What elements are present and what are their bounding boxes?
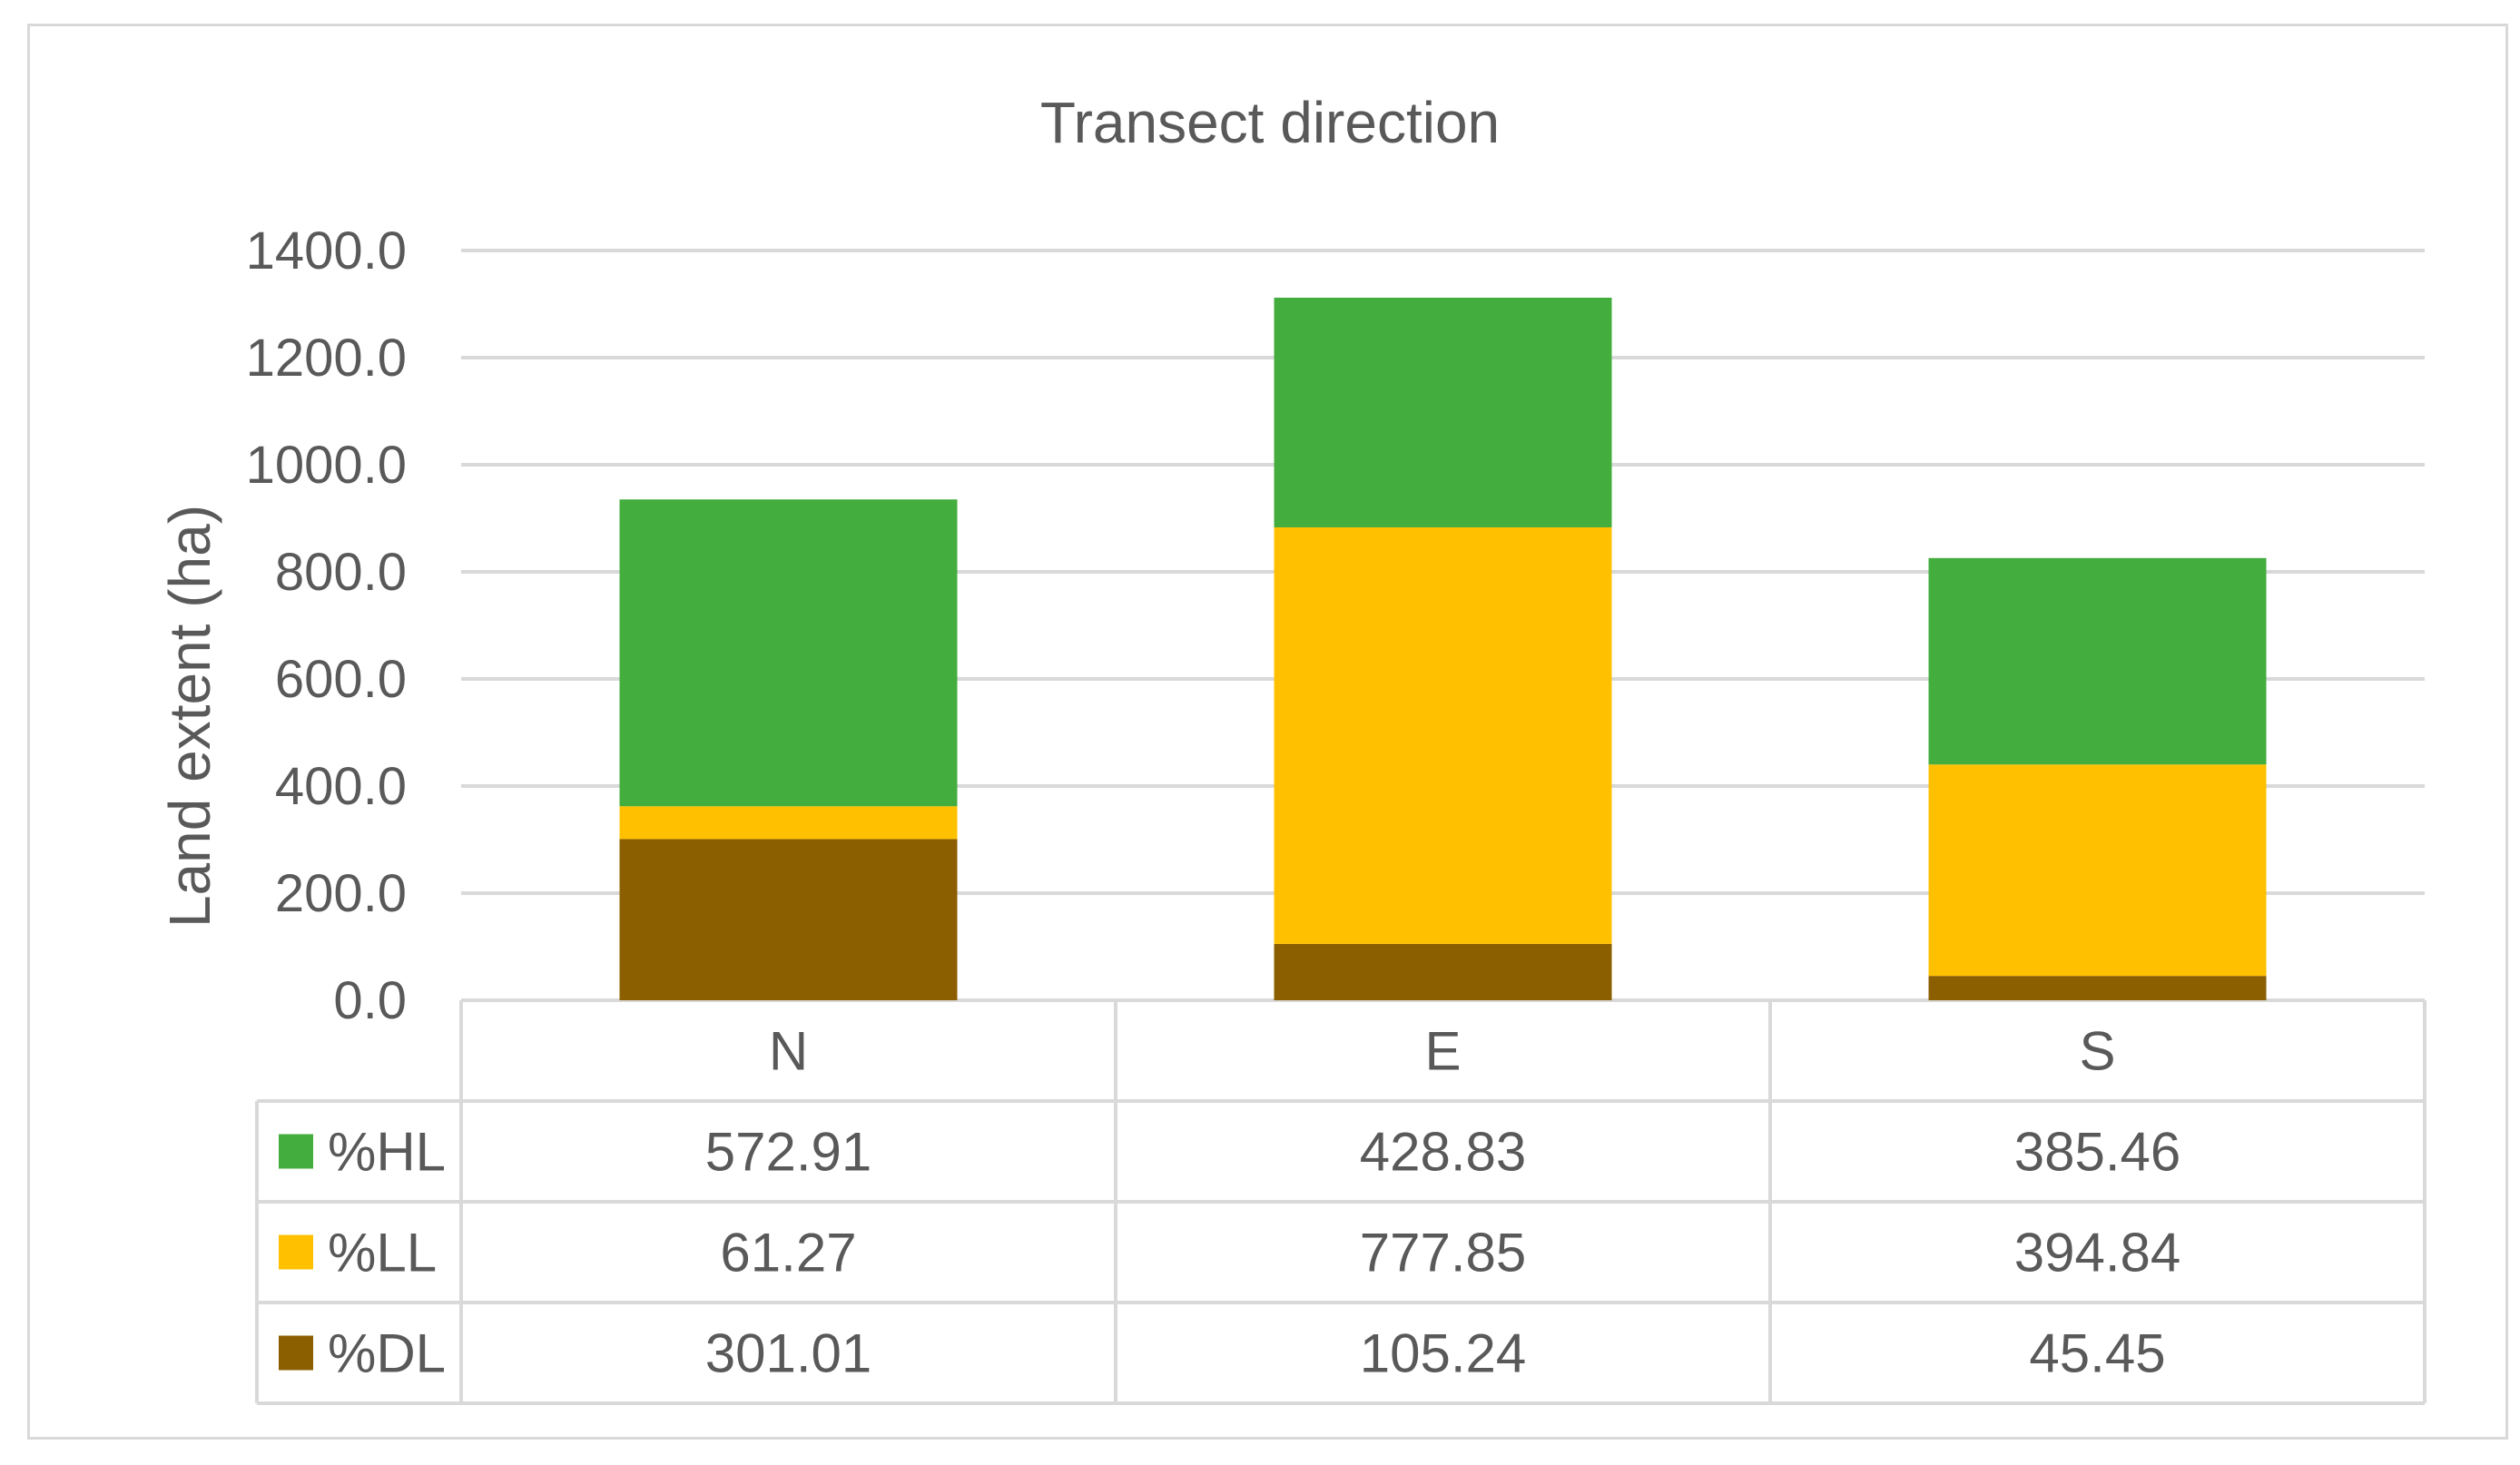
data-label: 45.45 <box>2029 1323 2165 1384</box>
data-label: 572.91 <box>705 1122 872 1183</box>
data-label: 428.83 <box>1360 1122 1527 1183</box>
x-category-label: S <box>2079 1021 2115 1082</box>
legend-swatch <box>279 1134 313 1169</box>
data-label: 385.46 <box>2014 1122 2181 1183</box>
bar-N-HL <box>619 499 958 807</box>
bars <box>619 297 2267 1000</box>
bar-E-HL <box>1274 297 1612 527</box>
bar-S-LL <box>1928 764 2267 977</box>
legend-label: %DL <box>328 1323 446 1384</box>
data-table: N E S %HL 572.91 428.83 385.46 %LL 61.27 777.85 39… <box>255 1000 2426 1405</box>
bar-N-LL <box>619 806 958 840</box>
data-label: 777.85 <box>1360 1223 1527 1283</box>
y-tick-label: 1200.0 <box>246 329 407 388</box>
data-label: 61.27 <box>720 1223 856 1283</box>
bar-S-HL <box>1928 557 2267 765</box>
y-tick-label: 1400.0 <box>246 221 407 280</box>
data-label: 394.84 <box>2014 1223 2181 1283</box>
y-tick-label: 1000.0 <box>246 436 407 495</box>
legend-label: %LL <box>328 1223 437 1283</box>
bar-N-DL <box>619 839 958 1000</box>
x-category-label: E <box>1424 1021 1461 1082</box>
y-tick-label: 0.0 <box>333 971 407 1030</box>
y-tick-label: 200.0 <box>275 864 407 923</box>
bar-E-LL <box>1274 526 1612 944</box>
y-tick-label: 400.0 <box>275 757 407 816</box>
y-tick-label: 800.0 <box>275 543 407 602</box>
chart-frame: Transect direction Land extent (ha) 0.0 2… <box>27 24 2508 1440</box>
chart: Transect direction Land extent (ha) 0.0 2… <box>157 90 2426 1405</box>
chart-title: Transect direction <box>1040 90 1500 155</box>
data-label: 105.24 <box>1360 1323 1527 1384</box>
legend-swatch <box>279 1234 313 1270</box>
legend-label: %HL <box>328 1122 446 1183</box>
data-label: 301.01 <box>705 1323 872 1384</box>
y-axis-ticks: 0.0 200.0 400.0 600.0 800.0 1000.0 1200.0 1400.… <box>246 221 407 1030</box>
x-category-label: N <box>769 1021 808 1082</box>
bar-E-DL <box>1274 943 1612 1000</box>
y-tick-label: 600.0 <box>275 650 407 709</box>
y-axis-title: Land extent (ha) <box>157 505 222 928</box>
legend-swatch <box>279 1335 313 1371</box>
bar-S-DL <box>1928 976 2267 1000</box>
